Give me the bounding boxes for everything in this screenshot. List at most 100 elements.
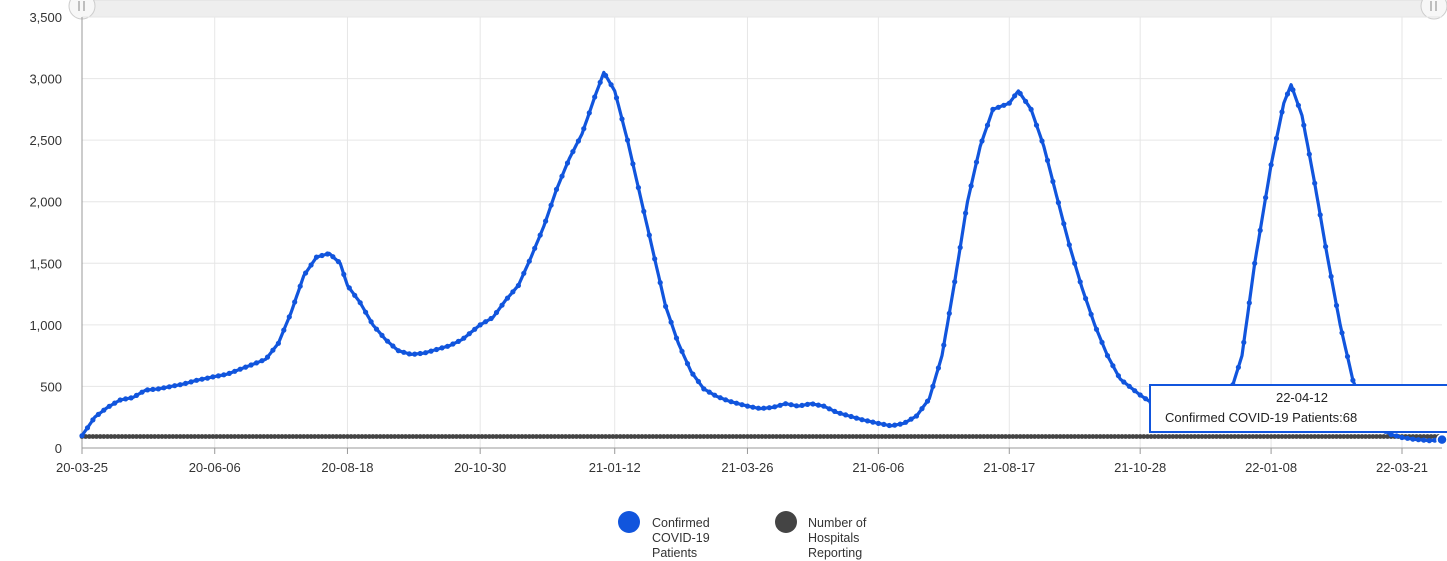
hospitals-point	[396, 434, 401, 439]
hospitals-point	[206, 434, 212, 439]
hospitals-point	[483, 434, 488, 439]
hospitals-point	[1065, 434, 1070, 439]
confirmed-patients-point	[935, 365, 942, 371]
hospitals-point	[1239, 434, 1245, 439]
confirmed-patients-point	[1328, 273, 1334, 280]
hospitals-point	[1345, 434, 1350, 439]
hospitals-point	[181, 434, 187, 439]
hospitals-point	[650, 434, 656, 439]
hospitals-point	[603, 434, 608, 439]
hospitals-point	[1119, 434, 1125, 439]
hospitals-point	[414, 434, 419, 439]
hospitals-point	[156, 434, 161, 439]
hospitals-point	[290, 434, 296, 439]
hospitals-point	[145, 434, 150, 439]
hospitals-point	[970, 434, 976, 439]
confirmed-patients-point	[624, 137, 631, 143]
confirmed-patients-point	[1093, 326, 1100, 332]
hospitals-point	[443, 434, 448, 439]
confirmed-patients-point	[450, 341, 456, 347]
hospitals-point	[1159, 434, 1165, 439]
confirmed-patients-point	[112, 400, 118, 406]
confirmed-patients-point	[439, 345, 445, 351]
hospitals-point	[1421, 434, 1427, 439]
confirmed-patients-point	[548, 202, 554, 208]
hospitals-point	[1377, 434, 1383, 439]
x-axis: 20-03-25 20-06-06 20-08-18 20-10-30 21-01-12…	[56, 447, 1442, 475]
confirmed-patients-point	[843, 412, 849, 418]
hospitals-point	[1068, 434, 1074, 439]
confirmed-patients-point	[1317, 212, 1323, 218]
confirmed-patients-point	[221, 372, 227, 378]
hospitals-point	[316, 434, 321, 439]
hospitals-point	[828, 434, 834, 439]
confirmed-patients-point	[946, 310, 952, 316]
hospitals-point	[119, 434, 125, 439]
hospitals-point	[956, 434, 961, 439]
hovered-point[interactable]	[1436, 433, 1447, 446]
confirmed-patients-point	[1252, 260, 1258, 266]
confirmed-patients-point	[161, 385, 167, 391]
confirmed-patients-point	[226, 370, 232, 376]
hospitals-point	[297, 434, 303, 439]
gridlines	[81, 16, 1442, 449]
confirmed-patients-point	[150, 386, 156, 392]
confirmed-patients-point	[990, 106, 996, 112]
legend-item-confirmed-patients[interactable]: Confirmed COVID-19 Patients	[618, 511, 710, 560]
hospitals-point	[523, 434, 528, 439]
confirmed-patients-point	[444, 343, 451, 349]
hospitals-point	[90, 434, 96, 439]
hospitals-point	[1326, 434, 1332, 439]
navigator-right-handle[interactable]	[1420, 0, 1447, 20]
hospitals-point	[1341, 434, 1347, 439]
hospitals-point	[992, 434, 998, 439]
confirmed-patients-point	[472, 326, 478, 332]
hospitals-point	[1181, 434, 1187, 439]
hospitals-point	[170, 434, 176, 439]
confirmed-patients-point	[363, 309, 369, 315]
confirmed-patients-point	[744, 403, 751, 409]
hospitals-point	[1363, 434, 1368, 439]
confirmed-patients-point	[188, 379, 194, 385]
hospitals-point	[705, 434, 710, 439]
confirmed-patients-point	[892, 422, 898, 428]
hospitals-point	[821, 434, 827, 439]
hospitals-point	[988, 434, 994, 439]
hospitals-point	[1039, 434, 1045, 439]
legend-item-hospitals-reporting[interactable]: Number of Hospitals Reporting	[775, 511, 867, 560]
confirmed-patients-point	[1306, 151, 1312, 157]
hospitals-point	[497, 434, 503, 439]
hospitals-point	[141, 434, 147, 439]
confirmed-patients-point	[848, 413, 854, 420]
hospitals-point	[1250, 434, 1256, 439]
hospitals-point	[1352, 434, 1358, 439]
confirmed-patients-point	[1006, 100, 1012, 106]
legend: Confirmed COVID-19 Patients Number of Ho…	[618, 511, 867, 560]
hospitals-point	[1076, 434, 1081, 439]
range-navigator[interactable]	[68, 0, 1447, 20]
confirmed-patients-point	[919, 406, 925, 412]
confirmed-patients-point	[968, 183, 974, 189]
confirmed-patients-point	[1273, 135, 1280, 141]
confirmed-patients-point	[712, 392, 718, 398]
hospitals-point	[879, 434, 885, 439]
confirmed-patients-point	[793, 403, 800, 409]
confirmed-patients-point	[581, 126, 587, 132]
confirmed-patients-point	[1415, 437, 1421, 443]
confirmed-patients-point	[423, 350, 429, 356]
hospitals-point	[737, 434, 743, 439]
hospitals-point	[905, 434, 910, 439]
hospitals-point	[1319, 434, 1325, 439]
hospitals-point	[519, 434, 525, 439]
confirmed-patients-point	[1121, 379, 1127, 385]
hospitals-point	[1374, 434, 1379, 439]
hospitals-point	[1290, 434, 1296, 439]
hospitals-point	[126, 434, 132, 439]
hospitals-point	[326, 434, 332, 439]
confirmed-patients-point	[1235, 364, 1241, 370]
hospitals-point	[1246, 434, 1252, 439]
hospitals-point	[770, 434, 776, 439]
confirmed-patients-point	[521, 270, 527, 276]
hospitals-point	[1050, 434, 1056, 439]
hospitals-point	[159, 434, 165, 439]
